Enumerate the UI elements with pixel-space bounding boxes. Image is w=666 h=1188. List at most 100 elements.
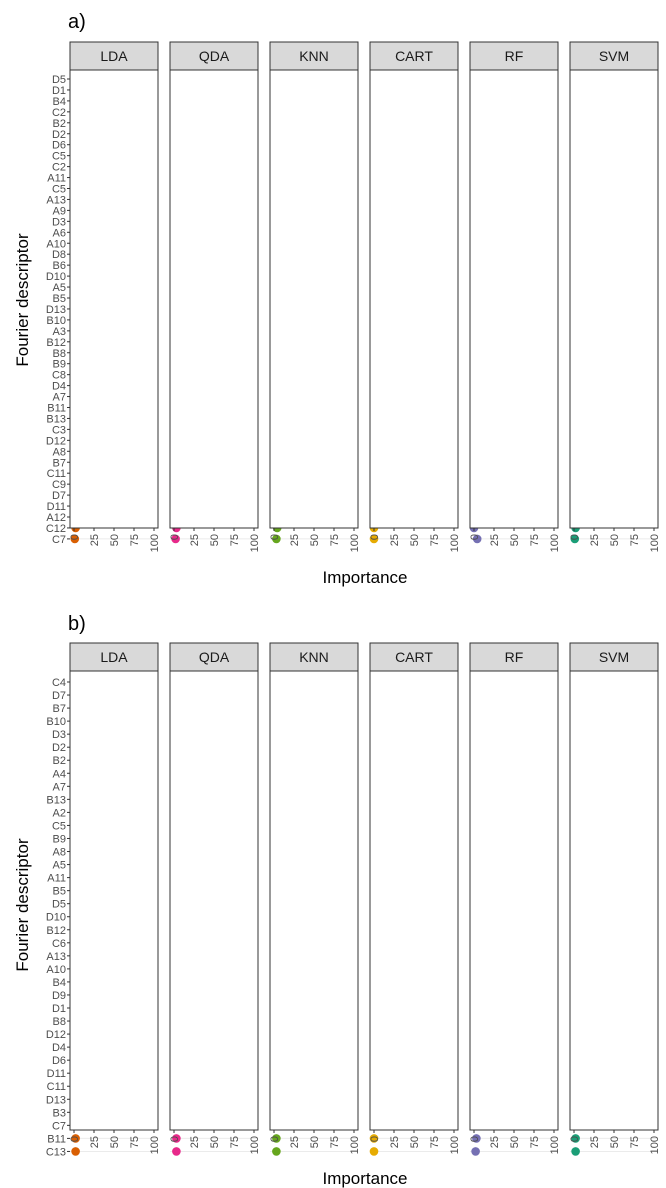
x-tick-label: 0 (469, 534, 481, 540)
y-tick-label: D2 (52, 129, 66, 141)
y-tick-label: A13 (46, 951, 66, 963)
x-tick-label: 50 (509, 534, 521, 546)
y-tick-label: D5 (52, 899, 66, 911)
facet-strip (269, 642, 359, 672)
y-tick-label: B10 (46, 716, 66, 728)
y-tick-label: B12 (46, 337, 66, 349)
y-tick-label: B8 (53, 1016, 66, 1028)
x-tick-label: 75 (329, 1136, 341, 1148)
x-tick-label: 0 (369, 534, 381, 540)
facet-strip (269, 41, 359, 71)
y-tick-label: C12 (46, 523, 66, 535)
y-tick-label: A6 (53, 227, 66, 239)
y-tick-label: C7 (52, 534, 66, 546)
facet-lda: LDA 0 25 50 75 100 (69, 41, 161, 552)
x-tick-label: 25 (389, 1136, 401, 1148)
facet-cart: CART 0 25 50 75 100 (369, 41, 461, 552)
facet-title: RF (505, 649, 524, 665)
y-tick-label: C2 (52, 107, 66, 119)
y-tick-label: D8 (52, 249, 66, 261)
lollipop-point (272, 534, 281, 544)
y-tick-label: D1 (52, 85, 66, 97)
lollipop-point (369, 1134, 379, 1143)
x-tick-label: 0 (269, 1136, 281, 1142)
y-tick-label: A4 (53, 768, 66, 780)
y-tick-label: A5 (53, 282, 66, 294)
facet-title: LDA (100, 649, 128, 665)
y-tick-label: A13 (46, 194, 66, 206)
facet-title: LDA (100, 48, 128, 64)
x-tick-label: 75 (629, 534, 641, 546)
facet-knn: KNN 0 25 50 75 100 (269, 41, 361, 552)
x-tick-label: 50 (409, 534, 421, 546)
facet-svm: SVM 0 25 50 75 100 (569, 642, 661, 1156)
facet-title: KNN (299, 649, 329, 665)
x-tick-label: 75 (229, 1136, 241, 1148)
x-tick-label: 0 (69, 1136, 81, 1142)
y-tick-label: B13 (46, 413, 66, 425)
x-tick-label: 100 (649, 1136, 661, 1154)
lollipop-point (172, 1134, 181, 1143)
panel-label: b) (68, 613, 86, 635)
y-tick-label: C6 (52, 938, 66, 950)
y-axis-title: Fourier descriptor (13, 838, 32, 972)
x-tick-label: 25 (289, 1136, 301, 1148)
x-tick-label: 50 (609, 534, 621, 546)
x-tick-label: 0 (269, 534, 281, 540)
y-tick-label: C5 (52, 184, 66, 196)
facet-qda: QDA 0 25 50 75 100 (169, 642, 261, 1156)
y-tick-label: A7 (53, 781, 66, 793)
lollipop-point (571, 1147, 580, 1156)
x-axis-title: Importance (322, 1169, 407, 1188)
y-tick-label: D1 (52, 1003, 66, 1015)
x-tick-label: 100 (549, 1136, 561, 1154)
y-tick-label: B8 (53, 348, 66, 360)
y-tick-label: B11 (47, 1133, 66, 1145)
y-tick-label: D6 (52, 140, 66, 152)
x-tick-label: 50 (209, 1136, 221, 1148)
x-tick-label: 50 (209, 534, 221, 546)
lollipop-point (369, 1147, 379, 1156)
x-tick-label: 75 (329, 534, 341, 546)
x-tick-label: 0 (569, 534, 581, 540)
facet-cart: CART 0 25 50 75 100 (369, 642, 461, 1156)
y-tick-label: A8 (53, 446, 66, 458)
y-tick-label: B5 (53, 293, 66, 305)
y-tick-label: D5 (52, 74, 66, 86)
x-tick-label: 50 (609, 1136, 621, 1148)
panel-border (369, 69, 459, 529)
lollipop-point (71, 1147, 80, 1156)
facet-title: RF (505, 48, 524, 64)
chart-a: a)Fourier descriptorImportanceD5D1B4C2B2… (13, 11, 661, 587)
panel-border (69, 670, 159, 1131)
facet-title: QDA (199, 649, 230, 665)
facet-title: CART (395, 649, 433, 665)
y-tick-label: B2 (53, 118, 66, 130)
facet-strip (569, 642, 659, 672)
x-tick-label: 75 (129, 534, 141, 546)
x-tick-label: 75 (629, 1136, 641, 1148)
x-tick-label: 25 (189, 534, 201, 546)
y-tick-label: B9 (53, 359, 66, 371)
facet-strip (469, 41, 559, 71)
y-tick-label: D3 (52, 729, 66, 741)
y-tick-label: D4 (52, 381, 66, 393)
x-tick-label: 25 (289, 534, 301, 546)
y-tick-label: D12 (46, 1029, 66, 1041)
y-tick-label: D2 (52, 742, 66, 754)
y-tick-label: D7 (52, 490, 66, 502)
lollipop-point (472, 1134, 481, 1143)
lollipop-point (471, 1147, 480, 1156)
x-tick-label: 0 (69, 534, 81, 540)
facet-strip (369, 41, 459, 71)
y-tick-label: B6 (53, 260, 66, 272)
y-tick-label: A5 (53, 860, 66, 872)
y-tick-label: A10 (46, 964, 66, 976)
y-tick-label: C5 (52, 820, 66, 832)
x-tick-label: 25 (589, 534, 601, 546)
y-tick-label: D11 (47, 501, 66, 513)
x-tick-label: 100 (249, 534, 261, 552)
facet-lda: LDA 0 25 50 75 100 (69, 642, 161, 1156)
lollipop-point (369, 534, 379, 544)
y-tick-label: B9 (53, 833, 66, 845)
